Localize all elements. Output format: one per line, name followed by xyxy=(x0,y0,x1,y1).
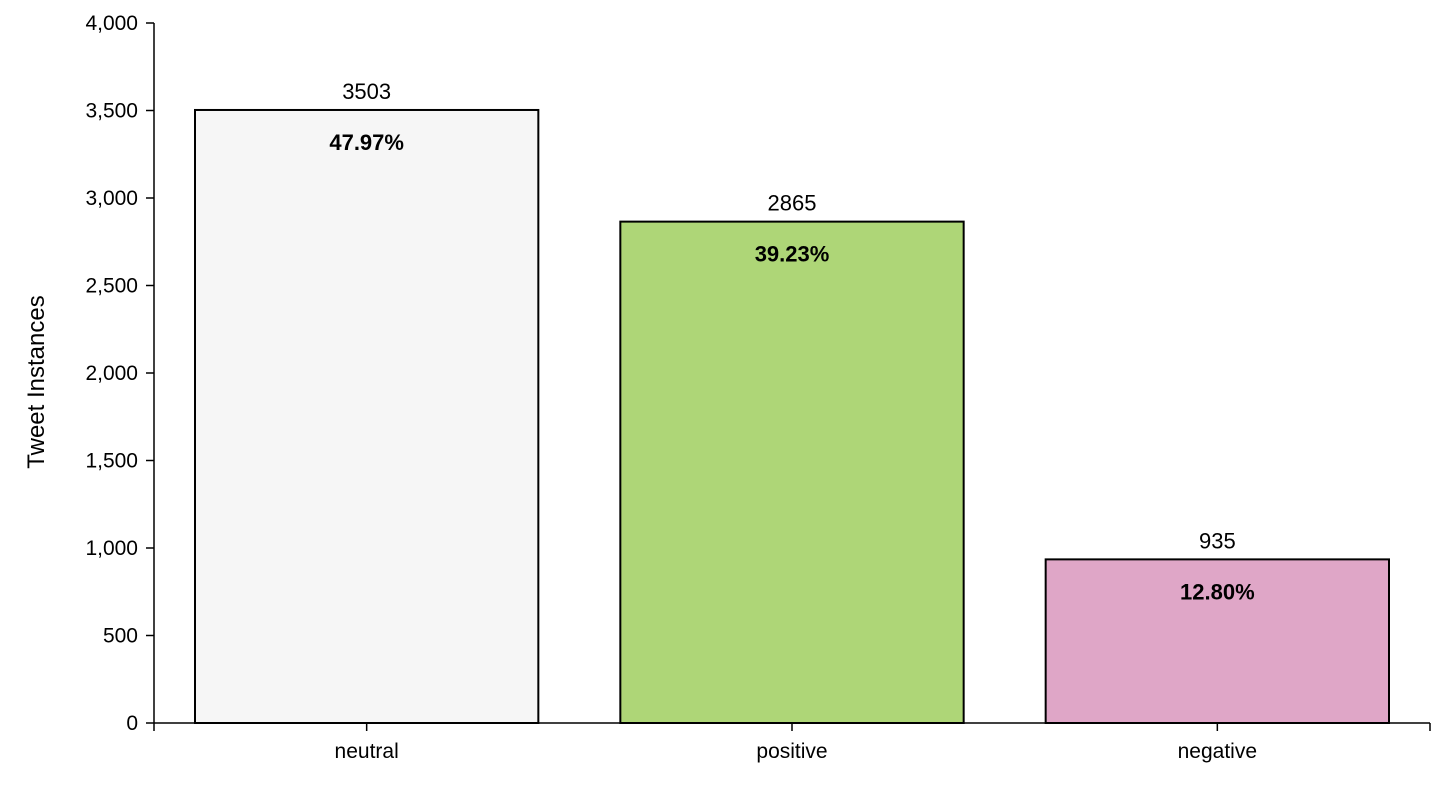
bar-positive xyxy=(619,220,965,724)
y-tick-label: 3,500 xyxy=(85,100,138,123)
bar-neutral xyxy=(194,108,540,725)
bar-value-label: 2865 xyxy=(768,191,817,216)
y-tick-label: 4,000 xyxy=(85,12,138,35)
y-axis-title: Tweet Instances xyxy=(23,295,50,468)
y-axis: 0 500 1,000 1,500 2,000 2,500 3,000 3,500 4,000 xyxy=(85,12,155,735)
bar-percent-label: 39.23% xyxy=(755,242,830,267)
bars: 3503 47.97% 2865 39.23% 935 12.80% xyxy=(194,79,1390,725)
y-tick-label: 3,000 xyxy=(85,187,138,210)
bar-percent-label: 12.80% xyxy=(1180,579,1255,604)
x-tick-label: neutral xyxy=(335,740,399,763)
y-tick-label: 2,000 xyxy=(85,362,138,385)
y-tick-label: 2,500 xyxy=(85,275,138,298)
y-tick-label: 1,000 xyxy=(85,537,138,560)
y-tick-label: 0 xyxy=(126,712,138,735)
bar-value-label: 3503 xyxy=(342,79,391,104)
x-tick-label: negative xyxy=(1178,740,1257,763)
x-axis: neutral positive negative xyxy=(153,722,1431,763)
bar-percent-label: 47.97% xyxy=(329,130,404,155)
y-tick-label: 1,500 xyxy=(85,450,138,473)
bar-negative xyxy=(1044,558,1390,724)
y-tick-label: 500 xyxy=(103,625,138,648)
x-tick-label: positive xyxy=(756,740,827,763)
bar-value-label: 935 xyxy=(1199,528,1236,553)
